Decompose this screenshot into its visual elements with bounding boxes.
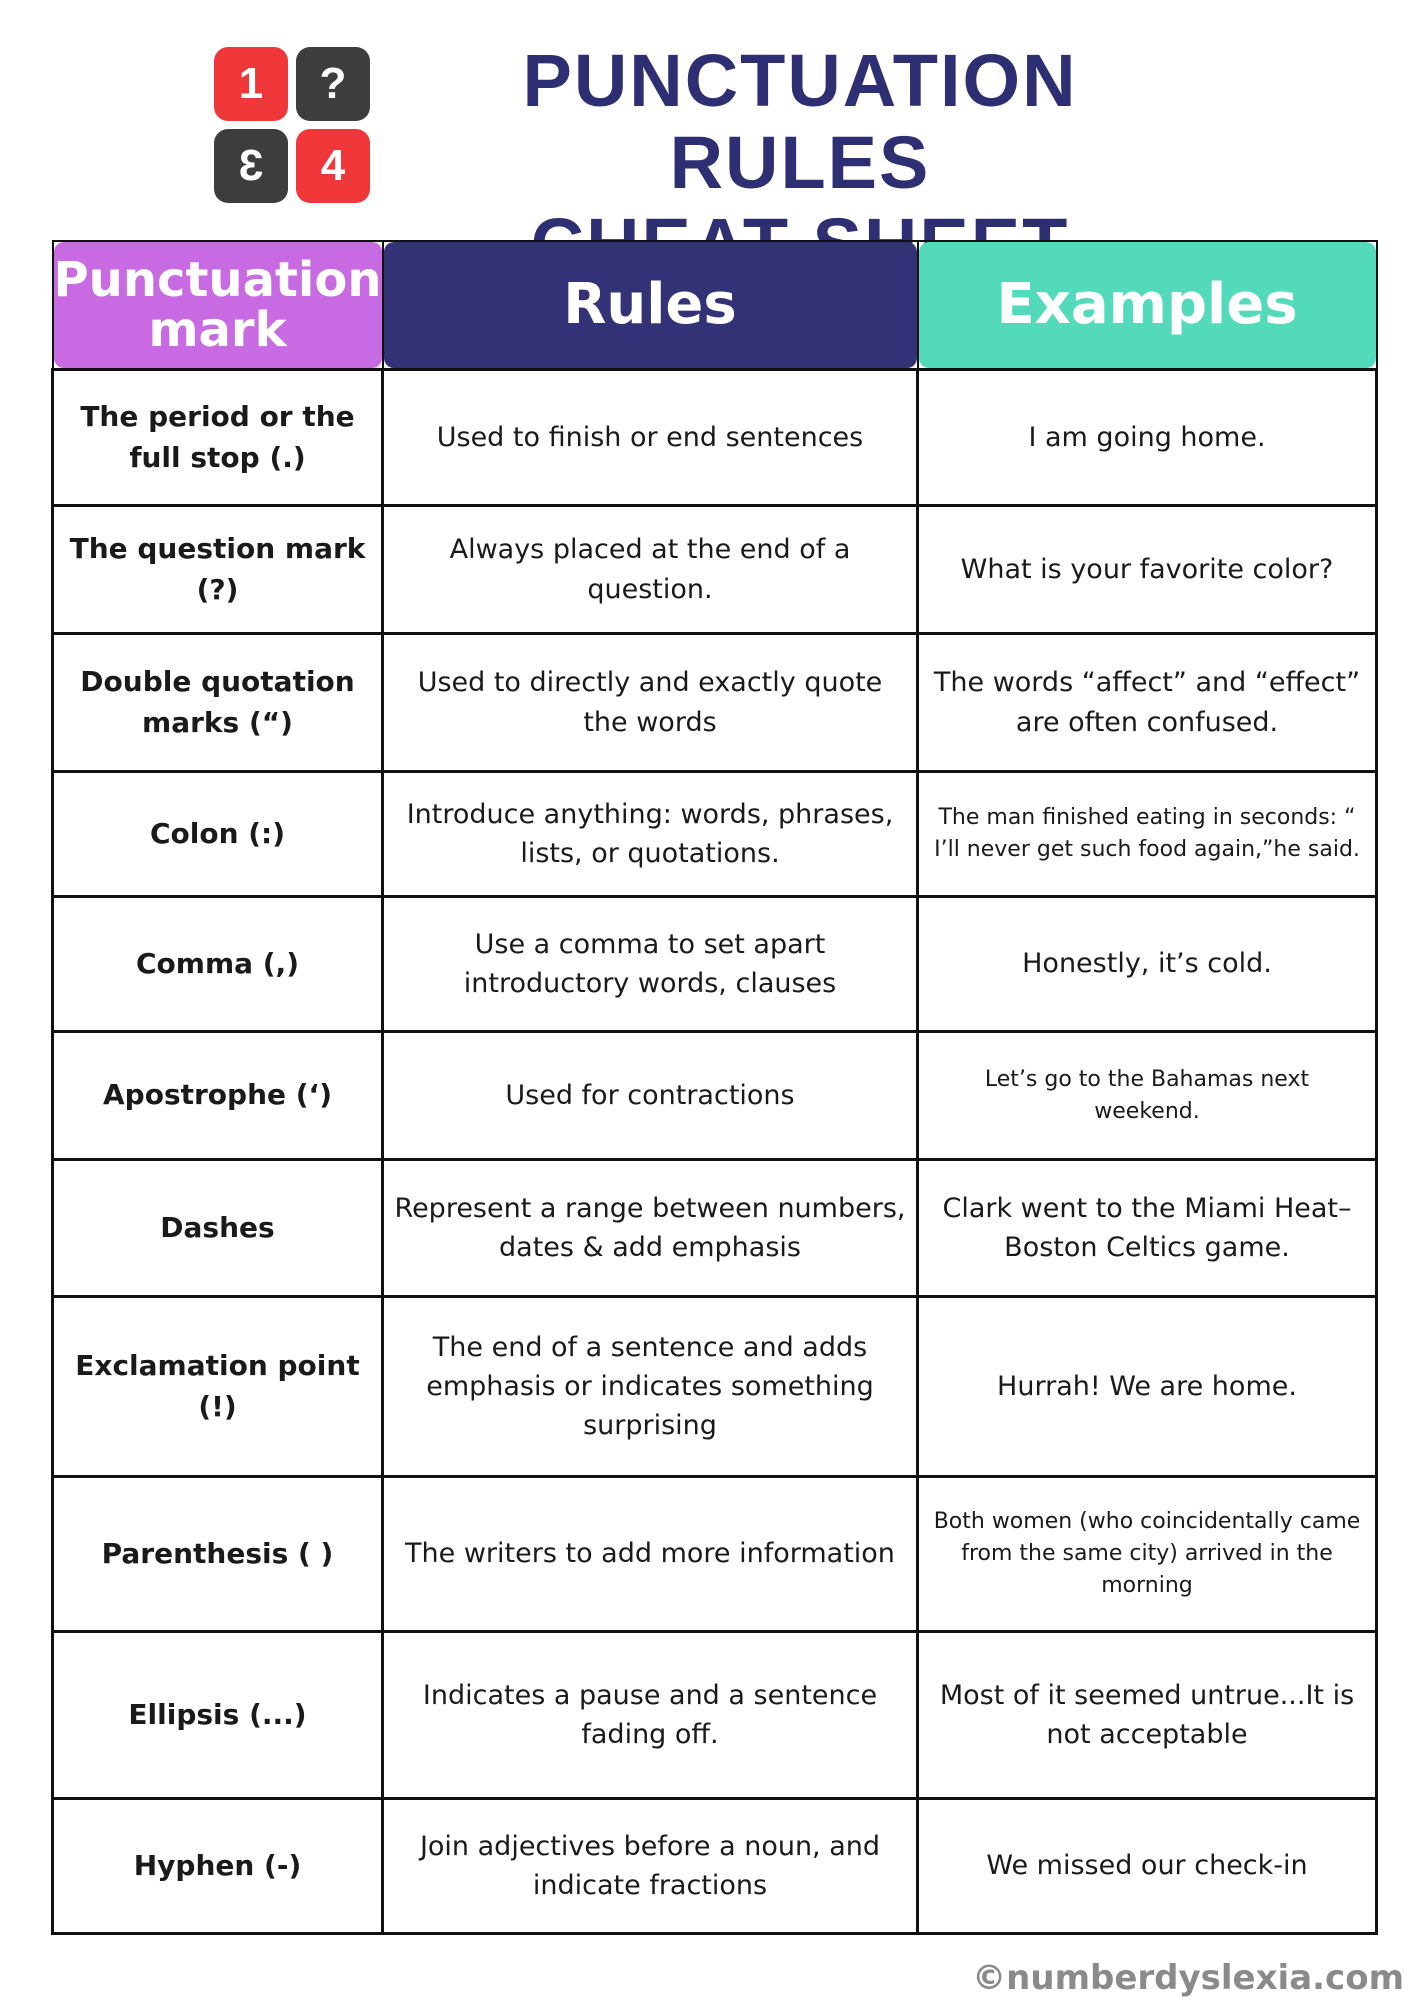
mark-cell: Double quotation marks (“) bbox=[51, 632, 384, 773]
example-cell: Let’s go to the Bahamas next weekend. bbox=[916, 1030, 1378, 1161]
example-cell: The man finished eating in seconds: “ I’… bbox=[916, 770, 1378, 898]
table-row: Colon (:) Introduce anything: words, phra… bbox=[51, 770, 1378, 898]
rule-cell: Always placed at the end of a question. bbox=[381, 504, 919, 635]
example-cell: Most of it seemed untrue...It is not acc… bbox=[916, 1630, 1378, 1800]
mark-cell: Dashes bbox=[51, 1158, 384, 1298]
rule-cell: Introduce anything: words, phrases, list… bbox=[381, 770, 919, 898]
example-cell: Both women (who coincidentally came from… bbox=[916, 1475, 1378, 1633]
mark-cell: Ellipsis (...) bbox=[51, 1630, 384, 1800]
rule-cell: The writers to add more information bbox=[381, 1475, 919, 1633]
mark-cell: Parenthesis ( ) bbox=[51, 1475, 384, 1633]
example-cell: We missed our check-in bbox=[916, 1797, 1378, 1935]
mark-cell: The period or the full stop (.) bbox=[51, 368, 384, 507]
table-row: Exclamation point (!) The end of a senten… bbox=[51, 1295, 1378, 1478]
punctuation-table: Punctuation mark Rules Examples The peri… bbox=[51, 240, 1378, 1935]
table-row: Apostrophe (‘) Used for contractions Let’s… bbox=[51, 1030, 1378, 1161]
table-row: Ellipsis (...) Indicates a pause and a se… bbox=[51, 1630, 1378, 1800]
example-cell: What is your favorite color? bbox=[916, 504, 1378, 635]
logo-tile-question: ? bbox=[296, 47, 370, 121]
mark-cell: Colon (:) bbox=[51, 770, 384, 898]
table-row: Hyphen (-) Join adjectives before a noun,… bbox=[51, 1797, 1378, 1935]
table-row: The period or the full stop (.) Used to f… bbox=[51, 368, 1378, 507]
logo-tile-3: 3 bbox=[214, 129, 288, 203]
example-cell: Honestly, it’s cold. bbox=[916, 895, 1378, 1033]
rule-cell: Indicates a pause and a sentence fading … bbox=[381, 1630, 919, 1800]
header-punctuation-mark: Punctuation mark bbox=[53, 242, 382, 368]
title-line-1: PUNCTUATION RULES bbox=[522, 39, 1078, 204]
table-row: Parenthesis ( ) The writers to add more i… bbox=[51, 1475, 1378, 1633]
example-cell: The words “affect” and “effect” are ofte… bbox=[916, 632, 1378, 773]
table-row: Double quotation marks (“) Used to direct… bbox=[51, 632, 1378, 773]
header-examples: Examples bbox=[918, 242, 1376, 368]
mark-cell: Comma (,) bbox=[51, 895, 384, 1033]
example-cell: Clark went to the Miami Heat–Boston Celt… bbox=[916, 1158, 1378, 1298]
logo: 1 ? 3 4 bbox=[214, 47, 374, 207]
example-cell: Hurrah! We are home. bbox=[916, 1295, 1378, 1478]
table-row: Dashes Represent a range between numbers,… bbox=[51, 1158, 1378, 1298]
logo-tile-1: 1 bbox=[214, 47, 288, 121]
header-rules: Rules bbox=[383, 242, 917, 368]
mark-cell: Apostrophe (‘) bbox=[51, 1030, 384, 1161]
rule-cell: Used to directly and exactly quote the w… bbox=[381, 632, 919, 773]
example-cell: I am going home. bbox=[916, 368, 1378, 507]
mark-cell: The question mark (?) bbox=[51, 504, 384, 635]
rule-cell: The end of a sentence and adds emphasis … bbox=[381, 1295, 919, 1478]
rule-cell: Used for contractions bbox=[381, 1030, 919, 1161]
footer-credit: ©numberdyslexia.com bbox=[972, 1958, 1404, 1998]
logo-tile-4: 4 bbox=[296, 129, 370, 203]
rule-cell: Use a comma to set apart introductory wo… bbox=[381, 895, 919, 1033]
mark-cell: Hyphen (-) bbox=[51, 1797, 384, 1935]
rule-cell: Join adjectives before a noun, and indic… bbox=[381, 1797, 919, 1935]
rule-cell: Represent a range between numbers, dates… bbox=[381, 1158, 919, 1298]
table-row: Comma (,) Use a comma to set apart introd… bbox=[51, 895, 1378, 1033]
table-row: The question mark (?) Always placed at th… bbox=[51, 504, 1378, 635]
rule-cell: Used to finish or end sentences bbox=[381, 368, 919, 507]
mark-cell: Exclamation point (!) bbox=[51, 1295, 384, 1478]
header-row: Punctuation mark Rules Examples bbox=[51, 240, 1378, 371]
